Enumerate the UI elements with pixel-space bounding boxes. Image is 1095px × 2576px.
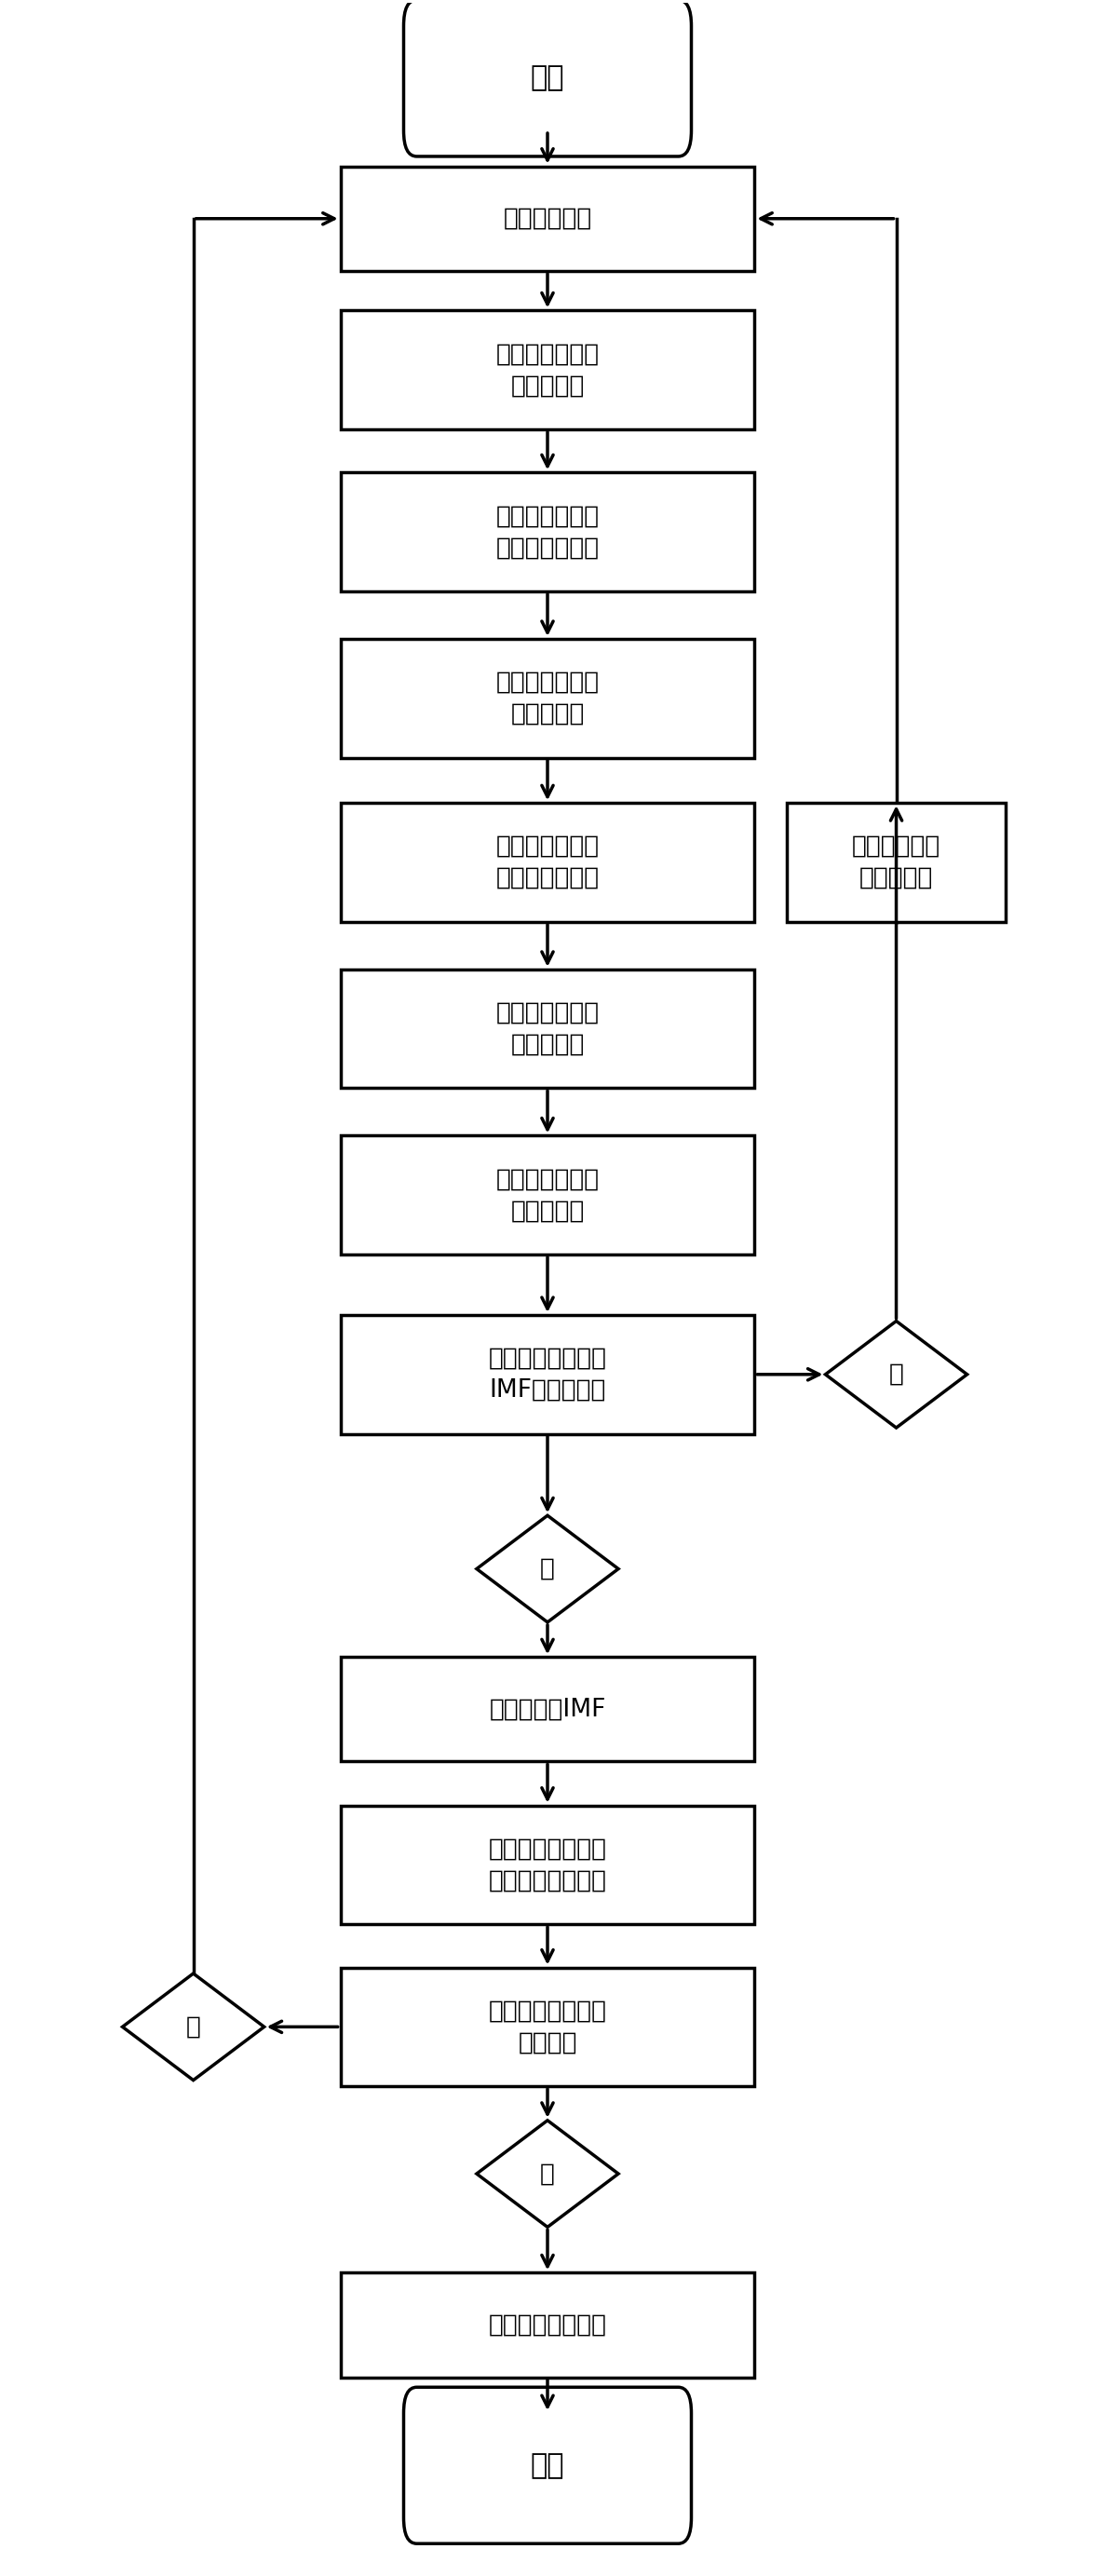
Polygon shape [476,2120,619,2228]
Bar [341,1806,754,1924]
Bar [341,312,754,430]
Bar [341,1136,754,1255]
Text: 原始信号减去差值
作为新的原始信号: 原始信号减去差值 作为新的原始信号 [488,1837,607,1893]
Text: 是: 是 [540,1556,555,1582]
Text: 开始: 开始 [530,64,565,93]
Text: 否: 否 [889,1363,903,1386]
Polygon shape [826,1321,967,1427]
Text: 利用三次插条的
方法创建上包络: 利用三次插条的 方法创建上包络 [496,505,599,559]
Text: 找出原始信号的
所有极大值: 找出原始信号的 所有极大值 [496,343,599,397]
Bar [341,969,754,1087]
Bar [341,2272,754,2378]
Bar [341,1314,754,1435]
Text: 是: 是 [186,2014,200,2040]
Bar [787,804,1005,922]
Text: 差值为一个IMF: 差值为一个IMF [489,1698,606,1721]
Text: 将所求差值作
为原始信号: 将所求差值作 为原始信号 [852,835,941,891]
Text: 判断差值是否满足
IMF成立的条件: 判断差值是否满足 IMF成立的条件 [488,1347,607,1401]
FancyBboxPatch shape [404,2388,691,2543]
Text: 原始信号至少有两
个极值点: 原始信号至少有两 个极值点 [488,1999,607,2056]
Bar [341,1656,754,1762]
Text: 输入原始信号: 输入原始信号 [504,206,591,232]
Polygon shape [123,1973,264,2081]
Bar [341,167,754,270]
Text: 计算上包络和下
包络的均值: 计算上包络和下 包络的均值 [496,1002,599,1056]
Bar [341,639,754,757]
Text: 否: 否 [540,2161,555,2187]
Bar [341,471,754,592]
Bar [341,804,754,922]
Text: 找出时域信号的
所有极小值: 找出时域信号的 所有极小值 [496,670,599,726]
Text: 计算原始信号与
均值的差值: 计算原始信号与 均值的差值 [496,1167,599,1224]
Text: 利用三次插条的
方法创建下包络: 利用三次插条的 方法创建下包络 [496,835,599,891]
Polygon shape [476,1515,619,1623]
Bar [341,1968,754,2087]
Text: 残差等于原始信号: 残差等于原始信号 [488,2313,607,2336]
FancyBboxPatch shape [404,0,691,157]
Text: 结束: 结束 [530,2452,565,2478]
